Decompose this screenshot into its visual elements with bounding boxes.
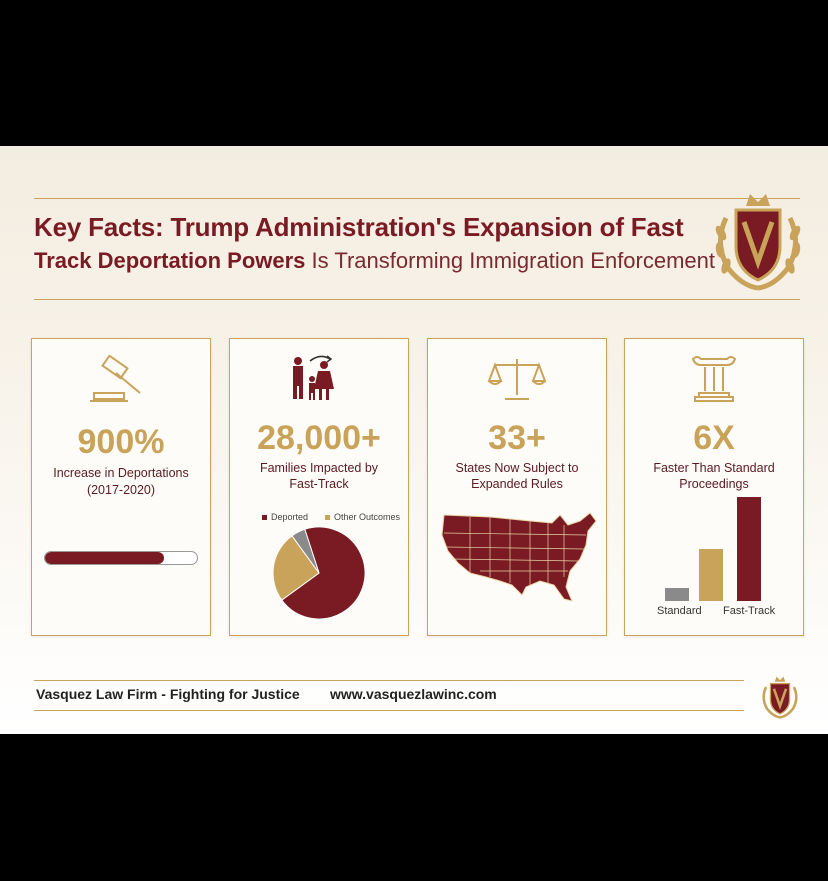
- title-line-2-bold: Track Deportation Powers: [34, 248, 306, 273]
- stat-33-plus: 33+: [488, 419, 546, 457]
- scales-icon: [428, 355, 606, 401]
- pillar-icon: [625, 353, 803, 403]
- infographic-panel: Key Facts: Trump Administration's Expans…: [0, 146, 828, 734]
- stat-28000-plus: 28,000+: [257, 419, 381, 457]
- deportation-pie-chart: [272, 526, 366, 620]
- stat-description-line2: Fast-Track: [289, 477, 349, 491]
- bar-label-standard: Standard: [657, 605, 702, 617]
- card-faster-proceedings: 6X Faster Than Standard Proceedings Stan…: [624, 338, 804, 636]
- title-line-1: Key Facts: Trump Administration's Expans…: [34, 212, 684, 242]
- footer-divider-bottom: [34, 710, 744, 711]
- stat-description-line1: Faster Than Standard: [653, 461, 775, 475]
- card-states-subject: 33+ States Now Subject to Expanded Rules: [427, 338, 607, 636]
- us-states-map: [441, 512, 597, 602]
- legend-other-outcomes: Other Outcomes: [325, 512, 400, 522]
- progress-bar: [44, 551, 198, 565]
- stat-900-percent: 900%: [77, 423, 165, 461]
- pie-slice-3: [291, 528, 320, 574]
- bar-2: [699, 549, 723, 601]
- legend-label-other: Other Outcomes: [334, 512, 401, 522]
- stat-description-line2: (2017-2020): [86, 483, 156, 497]
- gavel-icon: [32, 355, 210, 405]
- law-firm-crest-logo: [715, 194, 801, 291]
- footer-crest-logo: [762, 676, 798, 719]
- title-line-2-rest: Is Transforming Immigration Enforcement: [305, 248, 716, 273]
- pie-slice-2: [272, 535, 320, 601]
- stat-description-line1: States Now Subject to: [455, 461, 579, 475]
- bar-3: [737, 497, 761, 601]
- stat-description-line1: Increase in Deportations: [53, 466, 189, 480]
- legend-deported: Deported: [262, 512, 308, 522]
- stat-description-line2: Proceedings: [679, 477, 749, 491]
- bar-1: [665, 588, 689, 601]
- footer-divider-top: [34, 680, 744, 681]
- card-families-impacted: 28,000+ Families Impacted by Fast-Track …: [229, 338, 409, 636]
- stat-description-line2: Expanded Rules: [471, 477, 563, 491]
- top-divider: [34, 198, 800, 199]
- stat-6x: 6X: [693, 419, 735, 457]
- stat-description-line1: Families Impacted by: [259, 461, 379, 475]
- progress-bar-fill: [45, 552, 164, 564]
- footer-firm-name: Vasquez Law Firm - Fighting for Justice: [36, 686, 300, 702]
- pie-slice-1: [281, 526, 366, 620]
- speed-bar-chart: [665, 497, 761, 601]
- header-divider: [34, 299, 800, 300]
- family-icon: [230, 353, 408, 407]
- bar-label-fast-track: Fast-Track: [723, 605, 776, 617]
- card-deportations-increase: 900% Increase in Deportations (2017-2020…: [31, 338, 211, 636]
- footer-website-link[interactable]: www.vasquezlawinc.com: [330, 686, 497, 702]
- title-line-2: Track Deportation Powers Is Transforming…: [34, 248, 715, 274]
- legend-label-deported: Deported: [271, 512, 309, 522]
